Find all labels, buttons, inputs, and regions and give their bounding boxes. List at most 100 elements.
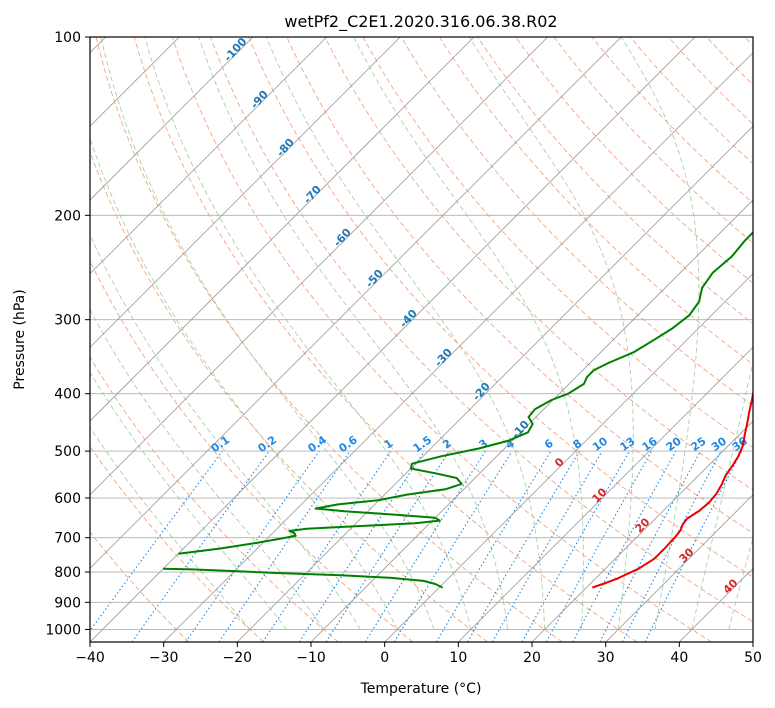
mixing-ratio-label: 1.5 — [411, 433, 434, 455]
moist-adiabat-line — [144, 37, 472, 630]
moist-adiabat-line — [90, 136, 398, 630]
dry-adiabat-line — [515, 37, 753, 284]
dry-adiabat-line — [553, 37, 753, 244]
y-tick-label: 100 — [54, 30, 81, 46]
isotherm-line — [384, 273, 753, 642]
dewpoint-surface-line — [163, 567, 444, 589]
isotherm-line — [90, 37, 475, 422]
isotherm-line — [458, 346, 753, 642]
mixing-ratio-line — [185, 450, 320, 642]
mixing-ratio-label: 0.1 — [209, 433, 232, 455]
dry-adiabat-line — [706, 37, 753, 86]
moist-adiabat-line — [728, 536, 753, 630]
dry-adiabat-line — [248, 37, 753, 578]
moist-adiabat-label: -50 — [363, 267, 386, 291]
moist-adiabat-line — [468, 37, 634, 630]
moist-adiabat-line — [100, 37, 435, 630]
isotherms — [90, 37, 753, 642]
isotherm-line — [605, 494, 753, 642]
moist-adiabat-label: -80 — [274, 136, 297, 160]
dry-adiabat-line — [95, 37, 563, 642]
dry-adiabat-line — [210, 37, 753, 623]
dry-adiabat-line — [90, 531, 190, 642]
x-tick-label: −10 — [296, 650, 326, 666]
mixing-ratio-label: 2 — [440, 437, 454, 452]
y-tick-label: 600 — [54, 491, 81, 507]
dry-adiabat-line — [133, 37, 638, 642]
moist-adiabat-label: -20 — [470, 380, 493, 404]
isotherm-line — [90, 37, 254, 201]
dry-adiabat-line — [400, 37, 753, 407]
mixing-ratio-line — [218, 450, 351, 642]
moist-adiabat-line — [90, 371, 288, 630]
mixing-ratio-line — [262, 450, 392, 642]
dry-adiabat-label: 20 — [633, 515, 653, 535]
isotherm-line — [310, 199, 753, 642]
isotherm-line — [752, 641, 753, 642]
mixing-ratio-line — [393, 450, 513, 642]
chart-title: wetPf2_C2E1.2020.316.06.38.R02 — [284, 12, 557, 32]
moist-adiabat-line — [90, 308, 324, 630]
mixing-ratio-label: 1 — [382, 437, 396, 452]
y-tick-label: 400 — [54, 387, 81, 403]
mixing-ratio-line — [521, 450, 630, 642]
moist-adiabat-line — [90, 233, 361, 630]
isotherm-line — [90, 37, 696, 642]
moist-adiabats — [90, 37, 753, 630]
x-axis-ticks: −40 −30 −20 −10 0 10 20 30 40 50 — [75, 642, 762, 666]
isotherm-line — [90, 37, 548, 496]
dewpoint-line — [178, 230, 753, 555]
profile-lines — [163, 230, 753, 589]
mixing-ratio-line — [621, 450, 722, 642]
dry-adiabat-label: 40 — [721, 576, 741, 596]
dry-adiabat-line — [90, 356, 339, 642]
dry-adiabat-line — [171, 37, 712, 642]
mixing-ratio-label: 6 — [542, 437, 556, 452]
x-tick-label: −30 — [149, 650, 179, 666]
dry-adiabat-line — [90, 150, 488, 642]
pressure-gridlines — [90, 37, 753, 630]
x-tick-label: 0 — [380, 650, 389, 666]
x-axis-label: Temperature (°C) — [360, 681, 482, 697]
isotherm-line — [237, 125, 753, 642]
mixing-ratio-label: 0.2 — [256, 433, 279, 455]
isotherm-line — [163, 52, 753, 642]
mixing-ratio-line — [545, 450, 653, 642]
moist-adiabat-line — [353, 37, 584, 630]
mixing-ratio-label: 0.4 — [306, 433, 330, 455]
y-tick-label: 700 — [54, 531, 81, 547]
y-axis-label: Pressure (hPa) — [12, 289, 28, 389]
x-tick-label: −20 — [223, 650, 253, 666]
x-tick-label: −40 — [75, 650, 105, 666]
x-tick-label: 20 — [523, 650, 541, 666]
y-tick-label: 200 — [54, 208, 81, 224]
moist-adiabat-line — [90, 426, 251, 630]
moist-adiabat-line — [691, 359, 753, 630]
isotherm-line — [90, 37, 622, 569]
isotherm-line — [531, 420, 753, 642]
dry-adiabat-label: 10 — [590, 485, 610, 505]
dry-adiabat-line — [90, 445, 264, 642]
isotherm-line — [90, 37, 327, 275]
plot-frame — [89, 36, 754, 643]
isotherm-line — [90, 37, 401, 348]
moist-adiabat-label: -100 — [221, 35, 249, 64]
moist-adiabat-line — [620, 37, 700, 630]
moist-adiabat-label: -90 — [248, 88, 271, 112]
moist-adiabat-line — [265, 37, 546, 630]
moist-adiabat-label: -60 — [331, 226, 354, 250]
moist-adiabat-label: -30 — [432, 346, 455, 370]
dry-adiabat-label: 30 — [677, 545, 697, 565]
y-tick-label: 1000 — [45, 622, 81, 638]
mixing-ratio-line — [572, 450, 677, 642]
mixing-ratio-line — [435, 450, 552, 642]
y-tick-label: 800 — [54, 565, 81, 581]
mixing-ratio-line — [325, 450, 450, 642]
dry-adiabat-line — [362, 37, 753, 449]
mixing-ratio-line — [298, 450, 425, 642]
isotherm-line — [679, 567, 753, 642]
mixing-ratio-line — [90, 450, 223, 632]
y-axis-ticks: 100 200 300 400 500 600 700 800 900 1000 — [45, 30, 90, 638]
plot-area: 0.1 0.2 0.4 0.6 1 1.5 2 3 4 6 8 10 13 16 20 25 30 36-100-… — [90, 35, 753, 642]
